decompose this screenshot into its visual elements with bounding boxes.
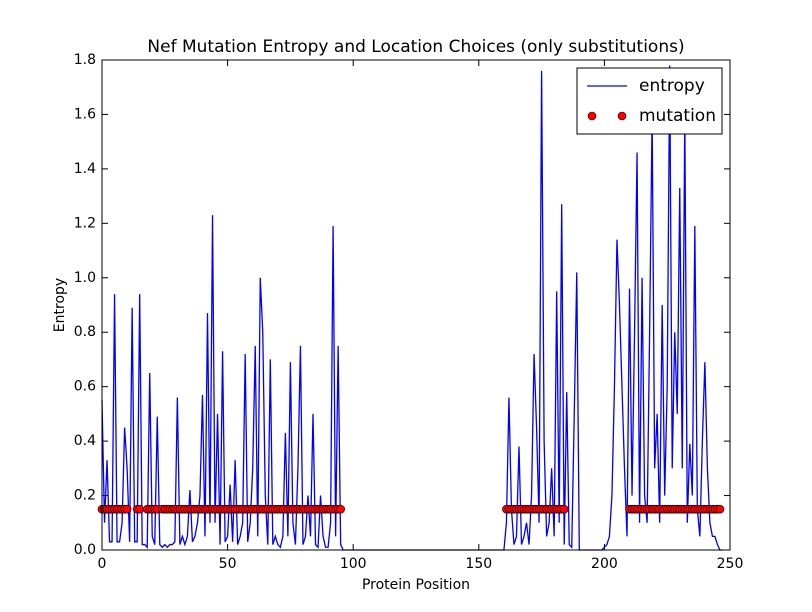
mutation-point: [336, 504, 345, 514]
chart-title: Nef Mutation Entropy and Location Choice…: [147, 37, 684, 57]
mutation-point: [135, 504, 144, 514]
y-tick-label: 1.8: [74, 52, 96, 68]
x-tick-label: 150: [465, 556, 492, 572]
mutation-point: [715, 504, 725, 514]
y-tick-label: 1.4: [74, 161, 96, 177]
legend-marker: [617, 111, 627, 121]
y-tick-label: 0.4: [74, 433, 96, 449]
y-tick-label: 0.6: [74, 379, 96, 395]
x-axis-label: Protein Position: [362, 577, 470, 593]
y-tick-label: 0.0: [74, 542, 96, 558]
x-tick-label: 200: [591, 556, 618, 572]
mutation-point: [122, 504, 132, 514]
plot-frame: [101, 59, 731, 551]
y-tick-label: 1.6: [74, 106, 96, 122]
legend-label: mutation: [639, 106, 716, 126]
y-tick-label: 0.8: [74, 324, 96, 340]
y-tick-label: 1.0: [74, 270, 96, 286]
x-tick-label: 50: [219, 556, 237, 572]
x-tick-label: 250: [717, 556, 744, 572]
y-tick-label: 1.2: [74, 215, 96, 231]
legend-box: [576, 67, 723, 135]
y-tick-label: 0.2: [74, 488, 96, 504]
y-axis-label: Entropy: [52, 278, 68, 332]
legend-marker: [587, 111, 597, 121]
legend-label: entropy: [639, 76, 705, 96]
mutation-point: [559, 504, 569, 514]
x-tick-label: 0: [98, 556, 107, 572]
x-tick-label: 100: [340, 556, 367, 572]
